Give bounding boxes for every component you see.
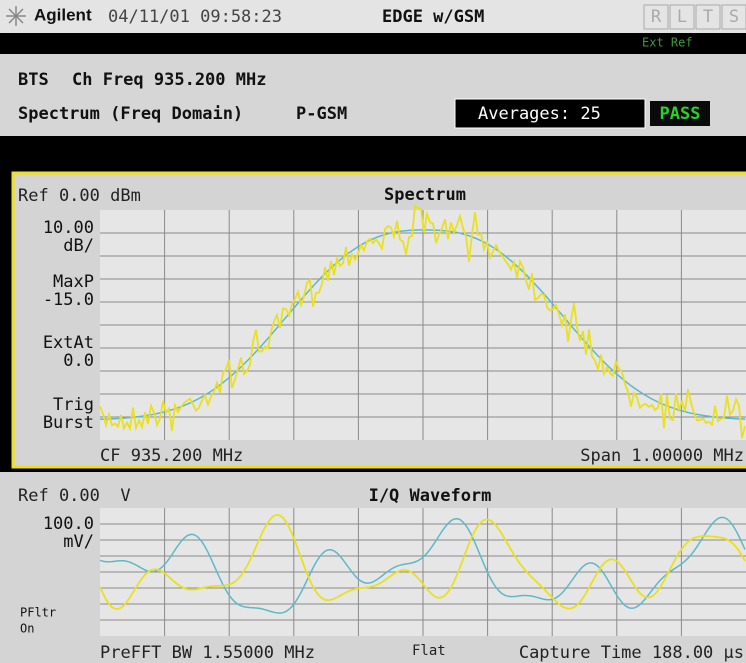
result: PASS <box>660 104 701 124</box>
side-label: 100.0 <box>43 514 94 534</box>
side-label: ExtAt <box>43 333 94 353</box>
prefft-bw: PreFFT BW 1.55000 MHz <box>100 643 315 663</box>
side-label: -15.0 <box>43 290 94 310</box>
band: P-GSM <box>296 104 347 124</box>
q-trace <box>99 516 746 614</box>
info-frequency: Ch Freq 935.200 MHz <box>72 70 266 90</box>
indicator: L <box>677 7 687 27</box>
indicator: T <box>703 7 713 27</box>
span: Span 1.00000 MHz <box>580 446 744 466</box>
iq-ref: Ref 0.00 V <box>18 486 131 506</box>
indicator: R <box>651 7 662 27</box>
side-label: On <box>20 622 34 636</box>
side-label: Burst <box>43 413 94 433</box>
ext-ref: Ext Ref <box>642 36 693 50</box>
averages-box <box>454 98 646 129</box>
spectrum-average-trace <box>99 229 746 421</box>
iq-side-labels: 100.0mV/PFltr On <box>20 514 94 636</box>
filter: Flat <box>412 643 446 659</box>
result-box <box>650 101 710 126</box>
side-label: 10.00 <box>43 218 94 238</box>
indicator-box <box>669 4 695 30</box>
iq-title: I/Q Waveform <box>369 486 492 506</box>
averages: Averages: 25 <box>478 104 601 124</box>
datetime: 04/11/01 09:58:23 <box>108 7 282 27</box>
center-frequency: CF 935.200 MHz <box>100 446 243 466</box>
brand: Agilent <box>34 5 92 24</box>
side-label: dB/ <box>63 236 94 256</box>
indicator-box <box>721 4 746 30</box>
spectrum-title: Spectrum <box>384 185 466 205</box>
logo <box>6 6 26 26</box>
indicator-box <box>695 4 721 30</box>
side-label: mV/ <box>63 532 94 552</box>
i-trace <box>99 513 746 610</box>
capture-time: Capture Time 188.00 µs <box>519 643 744 663</box>
spectrum-trace <box>99 204 746 439</box>
indicator: S <box>729 7 739 27</box>
spectrum-ref: Ref 0.00 dBm <box>18 186 141 206</box>
side-label: Trig <box>53 395 94 415</box>
mode: EDGE w/GSM <box>382 7 484 27</box>
side-label: 0.0 <box>63 351 94 371</box>
indicator-box <box>643 4 669 30</box>
side-label: MaxP <box>53 272 94 292</box>
side-label: PFltr <box>20 606 56 620</box>
title-bar <box>0 0 746 33</box>
iq-grid <box>100 508 746 636</box>
info-label: BTS <box>18 70 49 90</box>
measurement: Spectrum (Freq Domain) <box>18 104 243 124</box>
